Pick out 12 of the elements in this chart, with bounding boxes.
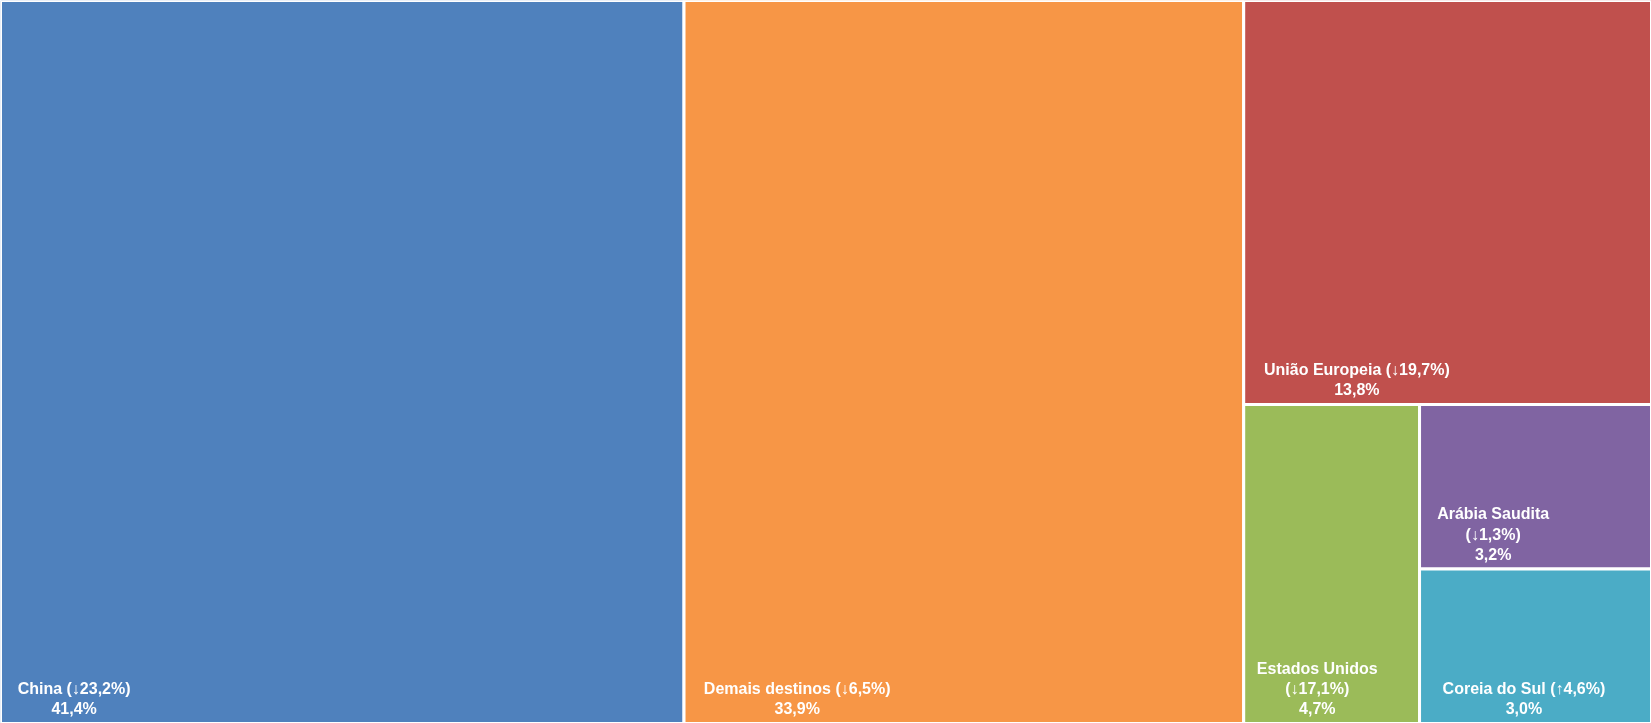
category-label: China (↓23,2%) (17, 680, 131, 698)
category-label: União Europeia (↓19,7%) (1263, 361, 1450, 379)
data-label: 4,7% (1299, 700, 1336, 718)
category-label: Arábia Saudita (↓1,3%) (1437, 505, 1550, 543)
data-label: 41,4% (51, 700, 97, 718)
category-label: Estados Unidos (↓17,1%) (1256, 659, 1378, 698)
data-label: 3,2% (1474, 546, 1512, 564)
data-label: 13,8% (1334, 381, 1380, 399)
data-label: 3,0% (1505, 700, 1543, 718)
category-label: Coreia do Sul (↑4,6%) (1442, 680, 1606, 698)
category-label: Demais destinos (↓6,5%) (703, 680, 891, 698)
data-label: 33,9% (774, 700, 820, 718)
